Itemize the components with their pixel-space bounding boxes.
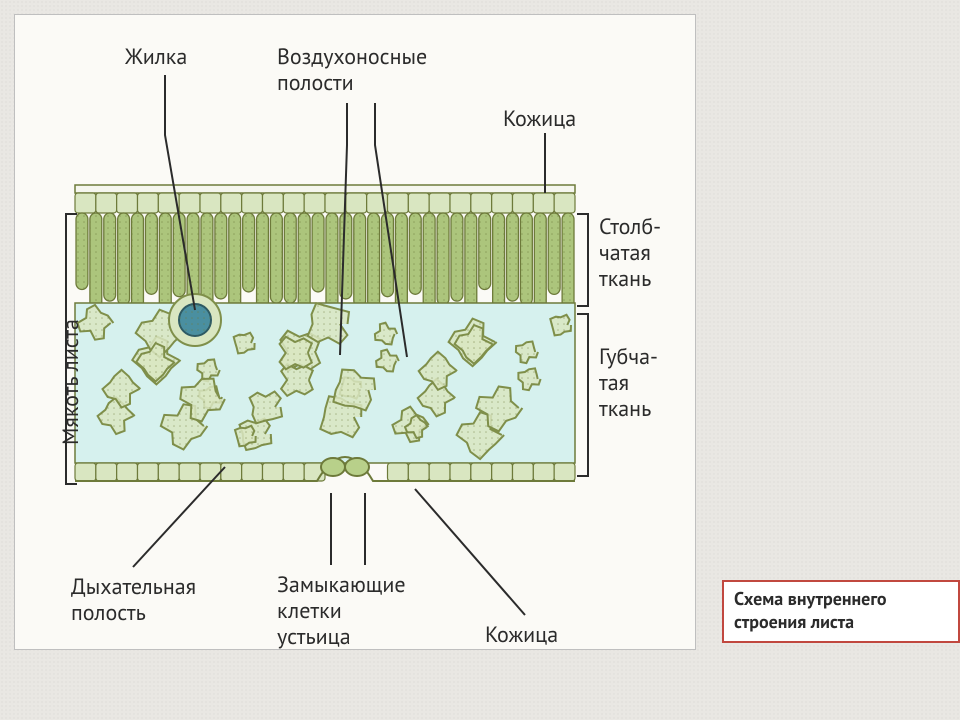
label-lower-epidermis: Кожица xyxy=(485,623,558,649)
bracket-palisade xyxy=(577,213,589,307)
label-vein: Жилка xyxy=(125,45,187,71)
label-air-cavities: Воздухоносные полости xyxy=(277,45,427,97)
label-mesophyll: Мякоть листа xyxy=(57,319,85,445)
diagram-frame: Мякоть листа Жилка Воздухоносные полости… xyxy=(14,14,696,650)
label-guard-cells: Замыкающие клетки устьица xyxy=(277,573,406,651)
label-spongy: Губча- тая ткань xyxy=(599,345,658,423)
label-upper-epidermis: Кожица xyxy=(503,107,576,133)
caption-box: Схема внутреннего строения листа xyxy=(722,580,960,643)
bracket-spongy xyxy=(577,313,589,477)
leaf-cross-section-diagram xyxy=(15,15,695,649)
label-respiratory-cavity: Дыхательная полость xyxy=(71,575,196,627)
page: Мякоть листа Жилка Воздухоносные полости… xyxy=(0,0,960,720)
label-palisade: Столб- чатая ткань xyxy=(599,215,661,293)
